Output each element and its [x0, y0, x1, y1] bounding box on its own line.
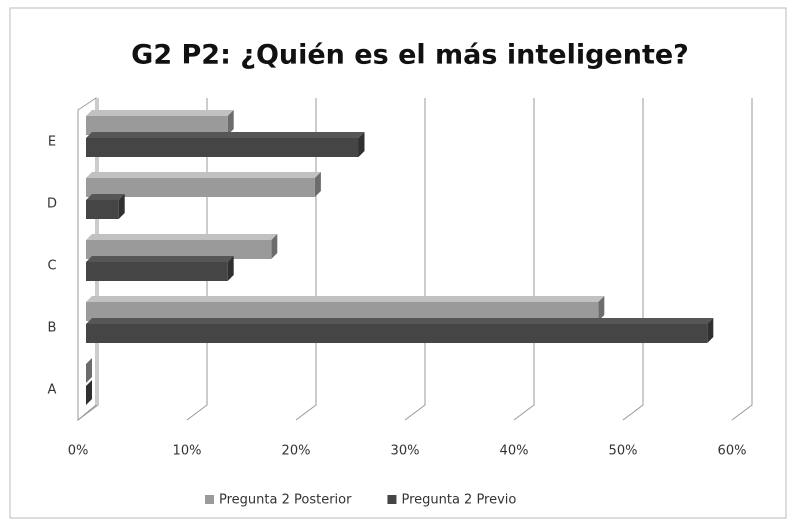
bar-side	[271, 234, 278, 259]
bar-top	[86, 256, 234, 262]
x-tick-label: 60%	[718, 444, 747, 459]
bar	[86, 116, 228, 135]
x-tick-label: 20%	[282, 444, 311, 459]
grid-line	[295, 98, 317, 421]
chart-title: G2 P2: ¿Quién es el más inteligente?	[131, 40, 689, 71]
y-tick-label: B	[48, 321, 57, 336]
bar-top	[86, 132, 365, 138]
bar	[86, 302, 599, 321]
bar	[86, 138, 359, 157]
x-tick-label: 0%	[68, 444, 89, 459]
bar-side	[118, 194, 125, 219]
legend-label: Pregunta 2 Posterior	[219, 493, 352, 508]
bar-side	[314, 172, 321, 197]
bar-top	[86, 172, 321, 178]
y-tick-label: C	[47, 259, 56, 274]
bar	[86, 200, 119, 219]
grid-line	[404, 98, 426, 421]
bar-side	[86, 380, 92, 405]
y-tick-label: E	[48, 135, 56, 150]
grid-line	[622, 98, 644, 421]
bar-top	[86, 194, 125, 200]
bar-side	[227, 256, 234, 281]
bar	[86, 178, 315, 197]
grid-line	[513, 98, 535, 421]
bar-side	[707, 318, 714, 343]
bar	[86, 240, 272, 259]
bar-top	[86, 110, 234, 116]
bar	[86, 324, 708, 343]
legend-swatch	[387, 495, 397, 504]
bar-side	[227, 110, 234, 135]
legend-label: Pregunta 2 Previo	[401, 493, 516, 508]
x-tick-label: 10%	[173, 444, 202, 459]
legend-swatch	[205, 495, 214, 504]
y-tick-label: D	[47, 197, 57, 212]
bar-top	[86, 296, 605, 302]
grid-line	[731, 98, 753, 421]
bar	[86, 262, 228, 281]
bar-side	[86, 358, 92, 383]
bar-side	[598, 296, 605, 321]
bar-side	[358, 132, 365, 157]
x-tick-label: 40%	[500, 444, 529, 459]
bar-top	[86, 318, 714, 324]
grid-line	[186, 98, 208, 421]
y-tick-label: A	[48, 383, 57, 398]
x-tick-label: 30%	[391, 444, 420, 459]
bar-top	[86, 234, 278, 240]
x-tick-label: 50%	[609, 444, 638, 459]
